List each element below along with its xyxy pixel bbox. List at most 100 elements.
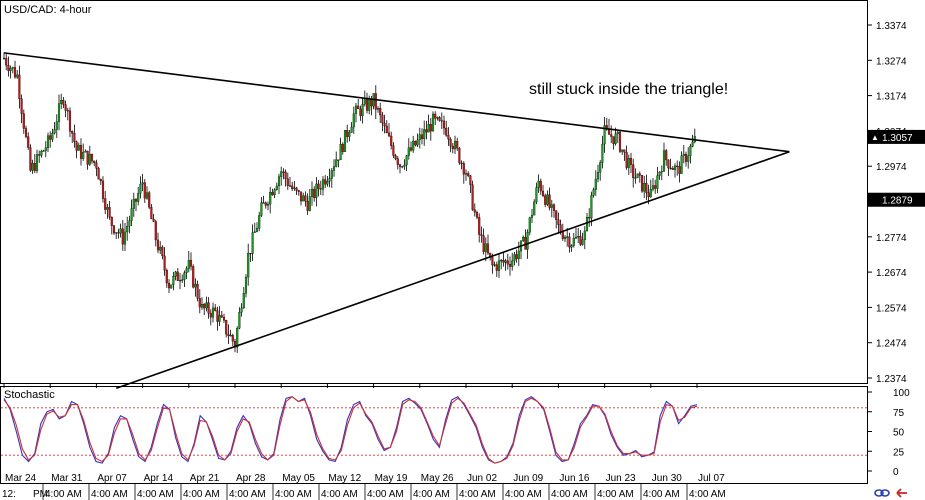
price-label-box — [868, 192, 925, 207]
candle-body — [636, 173, 639, 178]
candle-body — [291, 185, 294, 189]
arrow-icon[interactable] — [896, 488, 907, 498]
candle-body — [264, 202, 267, 206]
candle-body — [684, 153, 688, 162]
candle-body — [623, 149, 626, 153]
price-label-text: 1.2879 — [882, 196, 913, 207]
candle-body — [632, 164, 635, 178]
candle-body — [361, 104, 364, 116]
candle-body — [242, 293, 245, 309]
candle-body — [665, 150, 668, 161]
candle-body — [594, 178, 597, 190]
candle-body — [44, 147, 47, 151]
candle-body — [189, 260, 193, 267]
candle-body — [22, 113, 25, 129]
candle-body — [357, 105, 360, 110]
candle-body — [104, 198, 107, 210]
candle-body — [95, 162, 98, 169]
candle-body — [651, 185, 655, 190]
time-tick-label: 4:00 AM — [137, 489, 174, 500]
candle-body — [75, 141, 78, 151]
candle-body — [541, 190, 545, 196]
candle-body — [581, 239, 584, 245]
candle-body — [508, 264, 512, 267]
candle-body — [181, 279, 184, 281]
candle-body — [570, 245, 573, 248]
stochastic-tick-label: 0 — [893, 467, 899, 478]
stochastic-panel[interactable] — [0, 386, 868, 484]
candle-body — [352, 113, 355, 128]
candle-body — [192, 266, 195, 288]
candle-body — [258, 215, 261, 229]
candle-body — [339, 143, 342, 161]
candle-body — [304, 195, 307, 202]
date-tick-label: Jun 30 — [652, 473, 682, 484]
candle-body — [537, 180, 540, 188]
candle-body — [469, 175, 472, 185]
time-tick-label: 4:00 AM — [459, 489, 496, 500]
candle-body — [139, 183, 142, 194]
candle-body — [467, 173, 470, 176]
candle-body — [621, 149, 624, 152]
price-tick-label: 1.2674 — [876, 268, 907, 279]
candle-body — [71, 131, 74, 134]
candle-body — [689, 146, 692, 157]
candle-body — [260, 202, 263, 216]
price-labels: ▲ 1.3057 1.2879 — [868, 129, 925, 207]
time-axis: Mar 24 Mar 31 Apr 07 Apr 14 Apr 21 Apr 28 May … — [2, 384, 726, 500]
time-tick-label: 4:00 AM — [45, 489, 82, 500]
candle-body — [170, 284, 173, 289]
candle-body — [618, 131, 622, 152]
candle-body — [497, 260, 501, 271]
candle-body — [51, 132, 54, 140]
candle-body — [429, 124, 432, 132]
candle-body — [2, 58, 6, 60]
candle-body — [321, 179, 325, 190]
candle-body — [117, 232, 120, 234]
stochastic-tick-label: 100 — [893, 388, 910, 399]
candle-body — [601, 143, 604, 163]
candle-body — [544, 195, 547, 205]
candle-body — [599, 162, 602, 173]
candle-body — [86, 150, 89, 165]
candle-body — [460, 162, 463, 164]
candle-body — [165, 269, 168, 284]
candle-body — [225, 320, 228, 335]
candle-body — [198, 298, 201, 308]
candle-body — [326, 181, 329, 185]
candle-body — [592, 189, 595, 196]
candle-body — [266, 203, 270, 206]
candle-body — [590, 195, 593, 219]
price-panel[interactable] — [0, 0, 868, 384]
candle-body — [420, 134, 424, 139]
candle-body — [436, 117, 439, 119]
candle-body — [108, 207, 111, 218]
candle-body — [412, 140, 415, 151]
candle-body — [486, 243, 490, 254]
candle-body — [284, 171, 287, 179]
candle-body — [42, 150, 45, 152]
candle-body — [577, 236, 580, 238]
candle-body — [156, 239, 160, 251]
candle-body — [667, 159, 670, 169]
candle-body — [398, 164, 402, 167]
date-tick-label: May 05 — [282, 473, 315, 484]
date-tick-label: Mar 24 — [5, 473, 37, 484]
price-tick-label: 1.2574 — [876, 303, 907, 314]
candle-body — [603, 125, 606, 145]
time-tick-label: 4:00 AM — [643, 489, 680, 500]
candle-body — [183, 272, 186, 280]
candle-body — [563, 236, 567, 239]
candle-body — [110, 216, 113, 226]
candle-body — [121, 228, 124, 245]
stochastic-line-%D — [3, 396, 698, 464]
candle-body — [456, 141, 459, 149]
candle-body — [176, 271, 179, 281]
chain-link-icon[interactable] — [874, 489, 890, 497]
candle-body — [150, 207, 153, 220]
candle-body — [416, 139, 419, 146]
candle-body — [143, 182, 146, 199]
candle-body — [645, 183, 648, 193]
candle-body — [475, 212, 479, 218]
candle-body — [231, 335, 234, 342]
